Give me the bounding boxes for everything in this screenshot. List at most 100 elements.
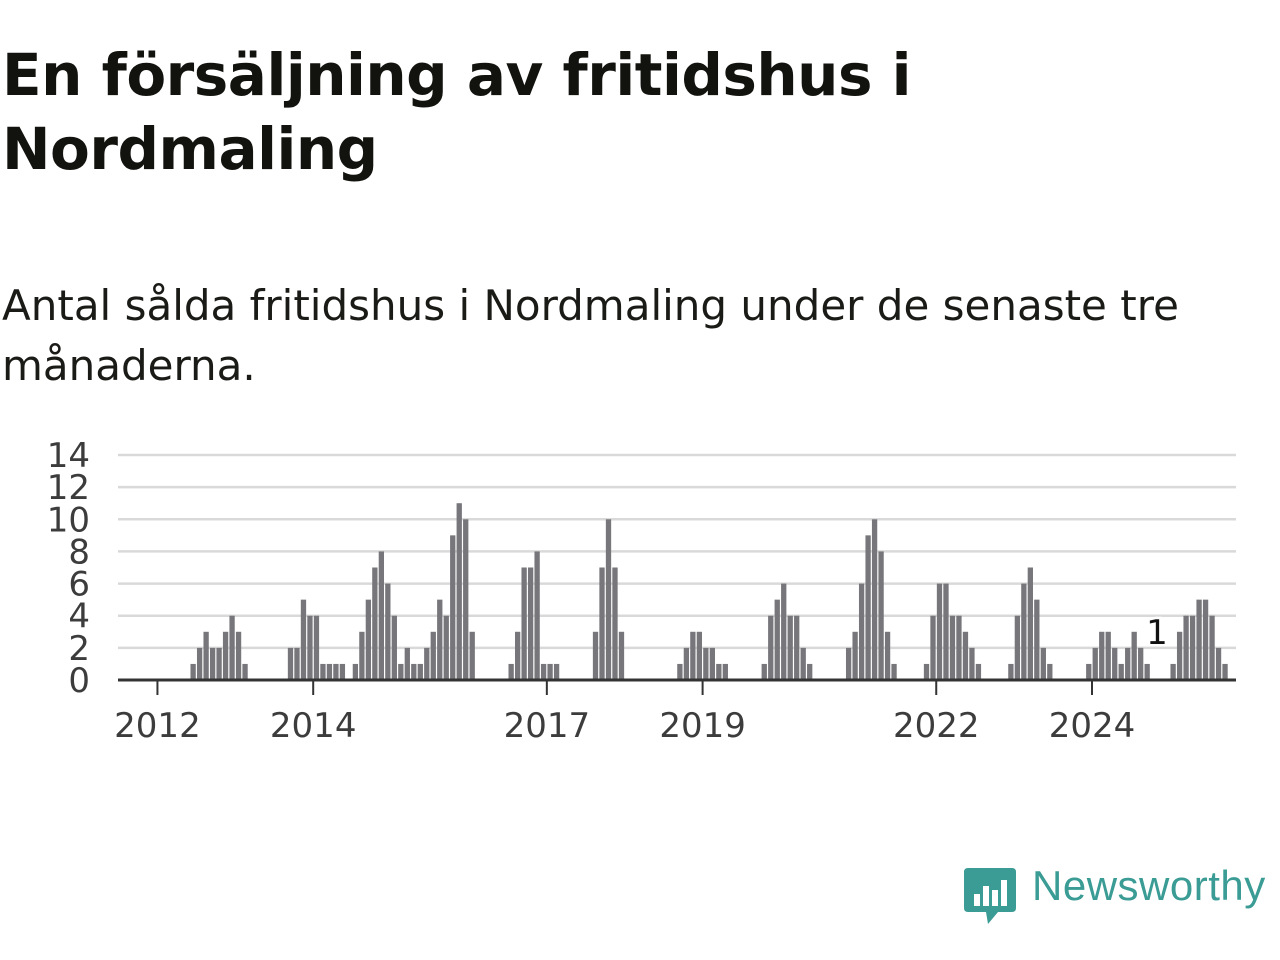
brand-name: Newsworthy — [1032, 862, 1266, 909]
bar — [469, 631, 475, 680]
bar — [1138, 647, 1144, 680]
bar — [391, 615, 397, 680]
bar — [794, 615, 800, 680]
bar — [339, 663, 346, 680]
bar — [216, 647, 222, 680]
x-tick-label: 2012 — [114, 706, 201, 746]
y-tick-label: 0 — [68, 661, 90, 701]
bar — [683, 647, 690, 680]
bar — [1105, 631, 1111, 680]
bar — [943, 583, 949, 680]
bar — [203, 631, 209, 680]
bar — [456, 503, 462, 680]
bar — [923, 663, 930, 680]
bar — [761, 663, 767, 680]
bar — [326, 663, 333, 680]
bar — [313, 615, 320, 680]
bar — [1099, 631, 1105, 680]
bar — [1014, 615, 1021, 680]
bar — [553, 663, 560, 680]
bar — [1209, 615, 1215, 680]
bar — [1183, 615, 1189, 680]
bar — [235, 631, 242, 680]
bar — [956, 615, 962, 680]
bar — [768, 615, 774, 680]
chart-subtitle: Antal sålda fritidshus i Nordmaling unde… — [2, 281, 1179, 390]
bar — [527, 567, 534, 680]
bar — [398, 663, 404, 680]
bar — [1086, 663, 1092, 680]
bar — [521, 567, 527, 680]
y-tick-label: 4 — [68, 597, 90, 637]
bar — [852, 631, 858, 680]
bar — [618, 631, 625, 680]
bar — [411, 663, 417, 680]
bar — [703, 647, 709, 680]
bar — [1027, 567, 1033, 680]
bar — [209, 647, 216, 680]
bar — [962, 631, 969, 680]
bar — [787, 615, 793, 680]
y-tick-label: 10 — [47, 500, 90, 540]
bar — [196, 647, 203, 680]
bar — [592, 631, 599, 680]
bar — [930, 615, 936, 680]
bar — [845, 647, 852, 680]
bar — [1092, 647, 1098, 680]
bar — [774, 599, 780, 680]
bar — [365, 599, 372, 680]
annotations: 1 — [1144, 610, 1171, 655]
grid-lines — [118, 453, 1236, 650]
bar — [287, 647, 294, 680]
bar — [404, 647, 410, 680]
page-title: En försäljning av fritidshus i Nordmalin… — [2, 41, 912, 183]
bar — [307, 615, 313, 680]
bar — [1202, 599, 1209, 680]
x-tick-label: 2024 — [1049, 706, 1136, 746]
bar — [1196, 599, 1202, 680]
bar — [865, 535, 871, 680]
bar — [320, 663, 326, 680]
bar — [300, 599, 307, 680]
bar — [599, 567, 605, 680]
bar — [677, 663, 683, 680]
bar — [1176, 631, 1183, 680]
bar — [949, 615, 956, 680]
bar — [975, 663, 982, 680]
newsworthy-logo-icon — [964, 868, 1016, 924]
bar — [612, 567, 618, 680]
bar — [1047, 663, 1053, 680]
bar — [690, 631, 696, 680]
bar — [547, 663, 553, 680]
x-tick-label: 2014 — [270, 706, 357, 746]
bar — [514, 631, 521, 680]
bar — [884, 631, 891, 680]
bar — [1112, 647, 1118, 680]
bar — [936, 583, 943, 680]
y-tick-label: 12 — [47, 468, 90, 508]
bar — [1131, 631, 1137, 680]
bar — [443, 615, 449, 680]
bar — [696, 631, 703, 680]
bar — [722, 663, 728, 680]
bar — [1222, 663, 1228, 680]
bar — [352, 663, 359, 680]
highlight-value-label: 1 — [1146, 613, 1168, 653]
bar — [807, 663, 813, 680]
bar — [1170, 663, 1176, 680]
x-tick-label: 2022 — [893, 706, 980, 746]
x-axis: 2012 2014 2017 2019 2022 2024 — [114, 678, 1236, 746]
bar — [222, 631, 229, 680]
bar — [1215, 647, 1222, 680]
bar — [1144, 663, 1150, 680]
bar — [242, 663, 248, 680]
bar — [190, 663, 196, 680]
bar — [1008, 663, 1014, 680]
bar — [229, 615, 235, 680]
bar — [709, 647, 715, 680]
bar — [1118, 663, 1124, 680]
bar — [858, 583, 865, 680]
bar — [891, 663, 897, 680]
